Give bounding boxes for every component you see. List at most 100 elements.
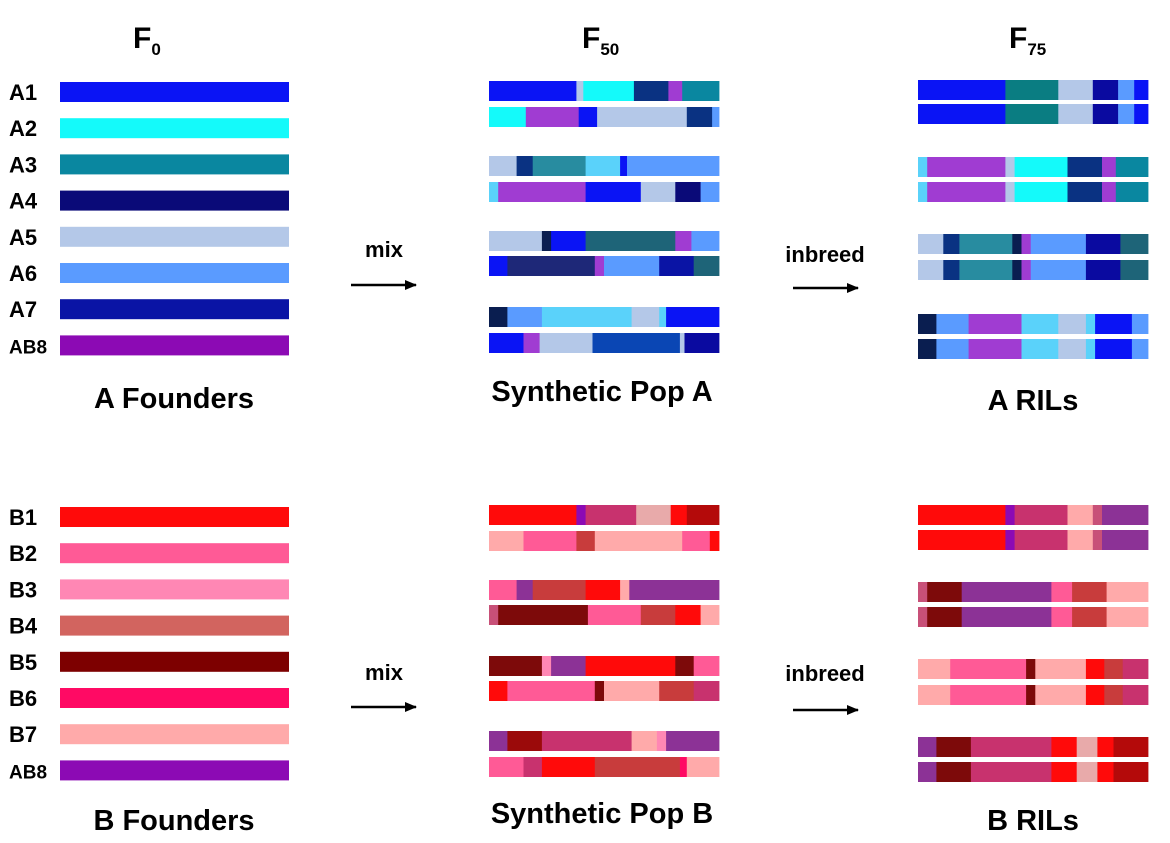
ril-b-row-4-segment-3: [961, 607, 1052, 627]
ril-b-row-5-segment-3: [1026, 659, 1036, 679]
pop-a-row-6-segment-6: [693, 256, 720, 276]
pop-a-row-8-segment-6: [684, 333, 720, 353]
founder-a-label-a5: A5: [9, 225, 37, 250]
founder-b-bar-b3: [60, 579, 289, 600]
ril-a-row-4-segment-3: [1005, 182, 1015, 202]
ril-a-row-7-segment-5: [1058, 314, 1087, 334]
synthetic-pop-b-group: [489, 505, 720, 777]
founder-a-bar-a7: [60, 299, 289, 320]
ril-a-row-8-segment-4: [1021, 339, 1059, 359]
ril-b-row-5-segment-1: [918, 659, 951, 679]
pop-b-row-8-segment-1: [489, 757, 524, 777]
pop-b-row-8-segment-5: [679, 757, 688, 777]
ril-a-row-5: [918, 234, 1149, 254]
pop-b-row-6-segment-2: [507, 681, 596, 701]
pop-b-row-4-segment-3: [587, 605, 642, 625]
ril-b-row-6-segment-4: [1035, 685, 1087, 705]
pop-b-row-8-segment-4: [594, 757, 681, 777]
founder-a-bar-a6: [60, 263, 289, 283]
ril-a-row-5-segment-7: [1085, 234, 1121, 254]
founder-a-label-a6: A6: [9, 261, 37, 286]
pop-a-row-4-segment-6: [700, 182, 720, 202]
pop-a-row-5: [489, 231, 720, 251]
inbreed-label-a: inbreed: [785, 242, 864, 267]
pop-b-row-6-segment-1: [489, 681, 508, 701]
pop-a-row-1-segment-1: [489, 81, 577, 101]
pop-a-row-4-segment-5: [675, 182, 701, 202]
ril-a-row-8-segment-5: [1058, 339, 1087, 359]
founder-b-bar-ab8: [60, 760, 289, 781]
pop-a-row-6-segment-1: [489, 256, 508, 276]
pop-b-row-2-segment-6: [709, 531, 720, 551]
pop-b-row-1-segment-5: [670, 505, 688, 525]
founder-a-label-ab8: AB8: [9, 337, 47, 358]
ril-a-row-5-segment-4: [1012, 234, 1022, 254]
ril-a-row-8-segment-1: [918, 339, 937, 359]
ril-b-row-3-segment-2: [927, 582, 963, 602]
founder-b-label-b4: B4: [9, 614, 38, 639]
ril-a-row-7-segment-2: [936, 314, 969, 334]
pop-a-row-6-segment-4: [604, 256, 660, 276]
pop-a-row-8: [489, 333, 720, 353]
ril-b-row-2-segment-5: [1092, 530, 1103, 550]
ril-a-row-3-segment-7: [1115, 157, 1149, 177]
pop-b-row-2-segment-5: [682, 531, 711, 551]
pop-a-row-5-segment-3: [551, 231, 586, 251]
founder-a-label-a3: A3: [9, 152, 37, 177]
ril-a-row-2-segment-3: [1058, 104, 1094, 124]
pop-b-row-8-segment-2: [523, 757, 543, 777]
ril-b-row-6-segment-6: [1104, 685, 1124, 705]
ril-a-row-1-segment-5: [1118, 80, 1135, 100]
pop-b-row-4-segment-4: [640, 605, 676, 625]
ril-a-row-1-segment-6: [1134, 80, 1149, 100]
pop-b-row-8: [489, 757, 720, 777]
ril-b-row-2-segment-1: [918, 530, 1006, 550]
pop-a-row-7-segment-6: [666, 307, 720, 327]
ril-b-row-6-segment-2: [950, 685, 1027, 705]
founder-a-bar-a1: [60, 82, 289, 102]
founder-a-label-a2: A2: [9, 116, 37, 141]
pop-b-row-8-segment-3: [541, 757, 596, 777]
ril-a-title: A RILs: [988, 385, 1079, 417]
pop-a-row-1-segment-2: [576, 81, 584, 101]
pop-b-row-6-segment-3: [594, 681, 605, 701]
ril-a-row-4-segment-6: [1102, 182, 1117, 202]
ril-b-row-1-segment-2: [1005, 505, 1015, 525]
ril-b-row-1-segment-3: [1014, 505, 1068, 525]
ril-b-row-5-segment-6: [1104, 659, 1124, 679]
pop-a-row-3-segment-1: [489, 156, 517, 176]
pop-b-row-2-segment-1: [489, 531, 524, 551]
ril-b-row-4-segment-2: [927, 607, 963, 627]
founder-b-bar-b1: [60, 507, 289, 527]
founder-b-label-b6: B6: [9, 686, 37, 711]
pop-b-row-5: [489, 656, 720, 676]
founder-b-label-b3: B3: [9, 577, 37, 602]
pop-b-row-1-segment-3: [585, 505, 637, 525]
ril-a-row-5-segment-5: [1021, 234, 1032, 254]
ril-a-row-2-segment-6: [1134, 104, 1149, 124]
ril-b-row-7-segment-3: [970, 737, 1052, 757]
ril-b-row-7-segment-6: [1097, 737, 1114, 757]
ril-a-row-6-segment-7: [1085, 260, 1121, 280]
ril-b-row-8-segment-5: [1076, 762, 1098, 782]
ril-a-row-3-segment-5: [1067, 157, 1103, 177]
ril-a-row-5-segment-1: [918, 234, 944, 254]
ril-a-row-8-segment-3: [968, 339, 1022, 359]
pop-b-row-4-segment-1: [489, 605, 499, 625]
ril-b-row-7-segment-1: [918, 737, 937, 757]
pop-b-row-4: [489, 605, 720, 625]
pop-b-row-4-segment-2: [498, 605, 589, 625]
pop-a-row-7-segment-4: [631, 307, 660, 327]
ril-b-row-8-segment-6: [1097, 762, 1114, 782]
pop-a-row-4-segment-1: [489, 182, 499, 202]
pop-a-row-6-segment-3: [594, 256, 605, 276]
founder-a-bar-ab8: [60, 335, 289, 356]
ril-a-row-5-segment-2: [943, 234, 960, 254]
ril-b-row-5-segment-5: [1085, 659, 1105, 679]
ril-b-row-3-segment-6: [1106, 582, 1149, 602]
pop-a-row-5-segment-2: [541, 231, 552, 251]
ril-b-row-7-segment-4: [1051, 737, 1078, 757]
pop-a-row-1-segment-6: [682, 81, 720, 101]
ril-b-row-3: [918, 582, 1149, 602]
